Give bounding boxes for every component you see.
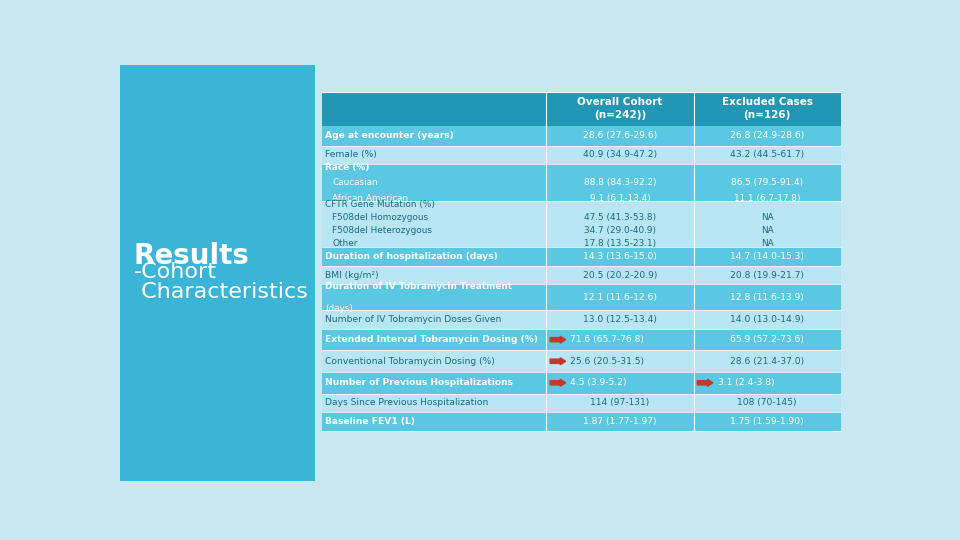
Text: CFTR Gene Mutation (%): CFTR Gene Mutation (%) xyxy=(325,200,435,210)
Text: 43.2 (44.5-61.7): 43.2 (44.5-61.7) xyxy=(730,150,804,159)
Text: 40.9 (34.9-47.2): 40.9 (34.9-47.2) xyxy=(583,150,657,159)
Text: 1.87 (1.77-1.97): 1.87 (1.77-1.97) xyxy=(583,417,657,426)
Bar xyxy=(322,92,841,126)
FancyArrow shape xyxy=(550,379,565,386)
Text: Duration of hospitalization (days): Duration of hospitalization (days) xyxy=(325,252,498,261)
FancyArrow shape xyxy=(697,379,713,386)
Text: F508del Homozygous: F508del Homozygous xyxy=(332,213,428,222)
Bar xyxy=(322,164,841,201)
Text: Results: Results xyxy=(134,242,250,270)
Bar xyxy=(322,146,841,164)
Text: African American: African American xyxy=(332,194,408,202)
Text: 3.1 (2.4-3.8): 3.1 (2.4-3.8) xyxy=(717,379,774,387)
Bar xyxy=(322,201,841,247)
Bar xyxy=(322,247,841,266)
Bar xyxy=(322,329,841,350)
Text: 12.1 (11.6-12.6): 12.1 (11.6-12.6) xyxy=(583,293,657,302)
Text: 34.7 (29.0-40.9): 34.7 (29.0-40.9) xyxy=(584,226,656,235)
Text: Female (%): Female (%) xyxy=(325,150,377,159)
Text: 14.7 (14.0-15.3): 14.7 (14.0-15.3) xyxy=(731,252,804,261)
Bar xyxy=(322,310,841,329)
Text: 9.1 (6.1-13.4): 9.1 (6.1-13.4) xyxy=(589,194,650,202)
Text: 65.9 (57.2-73.6): 65.9 (57.2-73.6) xyxy=(731,335,804,344)
Bar xyxy=(322,394,841,412)
Text: Number of Previous Hospitalizations: Number of Previous Hospitalizations xyxy=(325,379,514,387)
FancyArrow shape xyxy=(550,358,565,365)
Text: 4.5 (3.9-5.2): 4.5 (3.9-5.2) xyxy=(570,379,627,387)
Bar xyxy=(120,65,315,481)
Text: 108 (70-145): 108 (70-145) xyxy=(737,399,797,407)
Text: 114 (97-131): 114 (97-131) xyxy=(590,399,650,407)
Text: 13.0 (12.5-13.4): 13.0 (12.5-13.4) xyxy=(583,315,657,324)
Text: Characteristics: Characteristics xyxy=(134,282,308,302)
Text: Caucasian: Caucasian xyxy=(332,178,378,187)
Text: NA: NA xyxy=(760,226,774,235)
Text: -Cohort: -Cohort xyxy=(134,262,217,282)
Text: 86.5 (79.5-91.4): 86.5 (79.5-91.4) xyxy=(732,178,804,187)
Bar xyxy=(322,126,841,146)
Bar xyxy=(322,266,841,284)
FancyArrow shape xyxy=(550,336,565,343)
Text: 11.1 (6.7-17.8): 11.1 (6.7-17.8) xyxy=(733,194,801,202)
Text: 47.5 (41.3-53.8): 47.5 (41.3-53.8) xyxy=(584,213,656,222)
Text: Age at encounter (years): Age at encounter (years) xyxy=(325,131,454,140)
Bar xyxy=(322,284,841,310)
Text: Duration of IV Tobramycin Treatment: Duration of IV Tobramycin Treatment xyxy=(325,282,513,291)
Text: Number of IV Tobramycin Doses Given: Number of IV Tobramycin Doses Given xyxy=(325,315,502,324)
Text: F508del Heterozygous: F508del Heterozygous xyxy=(332,226,432,235)
Text: NA: NA xyxy=(760,213,774,222)
Text: Baseline FEV1 (L): Baseline FEV1 (L) xyxy=(325,417,416,426)
Text: 26.8 (24.9-28.6): 26.8 (24.9-28.6) xyxy=(730,131,804,140)
Text: 20.8 (19.9-21.7): 20.8 (19.9-21.7) xyxy=(731,271,804,280)
Text: 88.8 (84.3-92.2): 88.8 (84.3-92.2) xyxy=(584,178,656,187)
Text: Overall Cohort
(n=242)): Overall Cohort (n=242)) xyxy=(577,97,662,120)
Text: BMI (kg/m²): BMI (kg/m²) xyxy=(325,271,379,280)
Text: Other: Other xyxy=(332,239,358,248)
Text: 20.5 (20.2-20.9): 20.5 (20.2-20.9) xyxy=(583,271,657,280)
Bar xyxy=(322,372,841,394)
Text: 28.6 (21.4-37.0): 28.6 (21.4-37.0) xyxy=(730,357,804,366)
Bar xyxy=(322,412,841,430)
Text: 25.6 (20.5-31.5): 25.6 (20.5-31.5) xyxy=(570,357,644,366)
Text: 14.0 (13.0-14.9): 14.0 (13.0-14.9) xyxy=(731,315,804,324)
Text: Excluded Cases
(n=126): Excluded Cases (n=126) xyxy=(722,97,812,120)
Text: (days): (days) xyxy=(325,304,353,313)
Text: NA: NA xyxy=(760,239,774,248)
Text: 14.3 (13.6-15.0): 14.3 (13.6-15.0) xyxy=(583,252,657,261)
Text: Conventional Tobramycin Dosing (%): Conventional Tobramycin Dosing (%) xyxy=(325,357,495,366)
Text: 71.6 (65.7-76.8): 71.6 (65.7-76.8) xyxy=(570,335,644,344)
Bar xyxy=(322,350,841,372)
Text: Days Since Previous Hospitalization: Days Since Previous Hospitalization xyxy=(325,399,489,407)
Text: 1.75 (1.59-1.90): 1.75 (1.59-1.90) xyxy=(731,417,804,426)
Text: Extended Interval Tobramycin Dosing (%): Extended Interval Tobramycin Dosing (%) xyxy=(325,335,539,344)
Text: 17.8 (13.5-23.1): 17.8 (13.5-23.1) xyxy=(584,239,656,248)
Text: 12.8 (11.6-13.9): 12.8 (11.6-13.9) xyxy=(731,293,804,302)
Text: Race (%): Race (%) xyxy=(325,163,370,172)
Text: 28.6 (27.6-29.6): 28.6 (27.6-29.6) xyxy=(583,131,657,140)
